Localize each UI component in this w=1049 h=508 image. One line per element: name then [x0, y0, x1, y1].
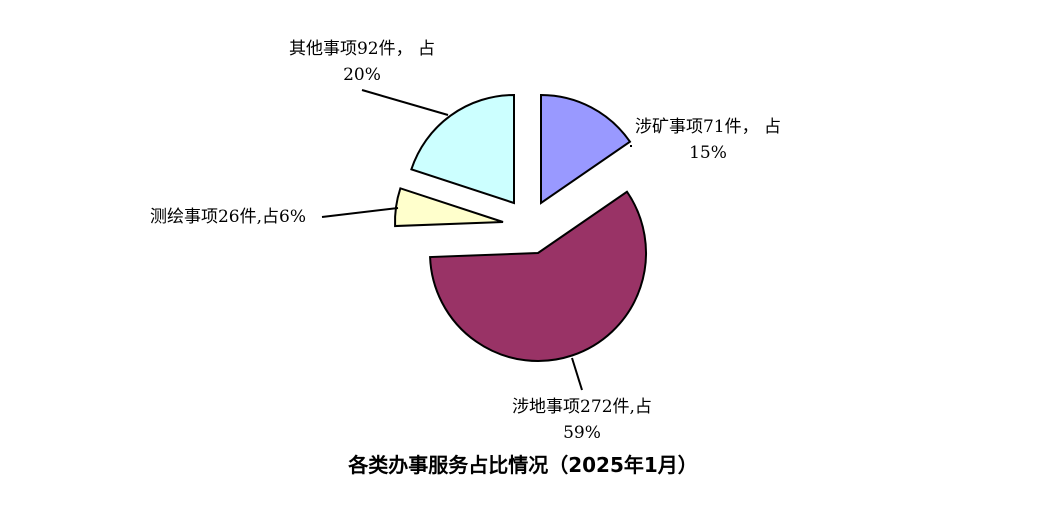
data-label-line: 15% — [689, 143, 727, 163]
data-label-line: 涉地事项272件,占 — [512, 397, 652, 417]
pie-slice-4 — [410, 93, 515, 205]
pie-slice-1 — [540, 93, 632, 205]
data-label: 涉地事项272件,占 59% — [512, 397, 652, 443]
chart-title: 各类办事服务占比情况（2025年1月） — [347, 453, 698, 477]
leader-line — [321, 207, 399, 218]
data-label-line: 涉矿事项71件， 占 — [635, 117, 781, 137]
data-label-line: 59% — [563, 423, 601, 443]
data-label-line: 其他事项92件， 占 — [289, 39, 435, 59]
data-label-line: 测绘事项26件,占6% — [150, 207, 306, 227]
leader-line — [571, 357, 583, 391]
data-label: 涉矿事项71件， 占 15% — [635, 117, 781, 163]
data-label: 其他事项92件， 占 20% — [289, 39, 435, 85]
pie-slice-3 — [394, 187, 504, 228]
data-label-line: 20% — [343, 65, 381, 85]
data-label: 测绘事项26件,占6% — [150, 207, 306, 227]
pie-slice-2 — [429, 190, 647, 362]
leader-line — [361, 89, 449, 116]
